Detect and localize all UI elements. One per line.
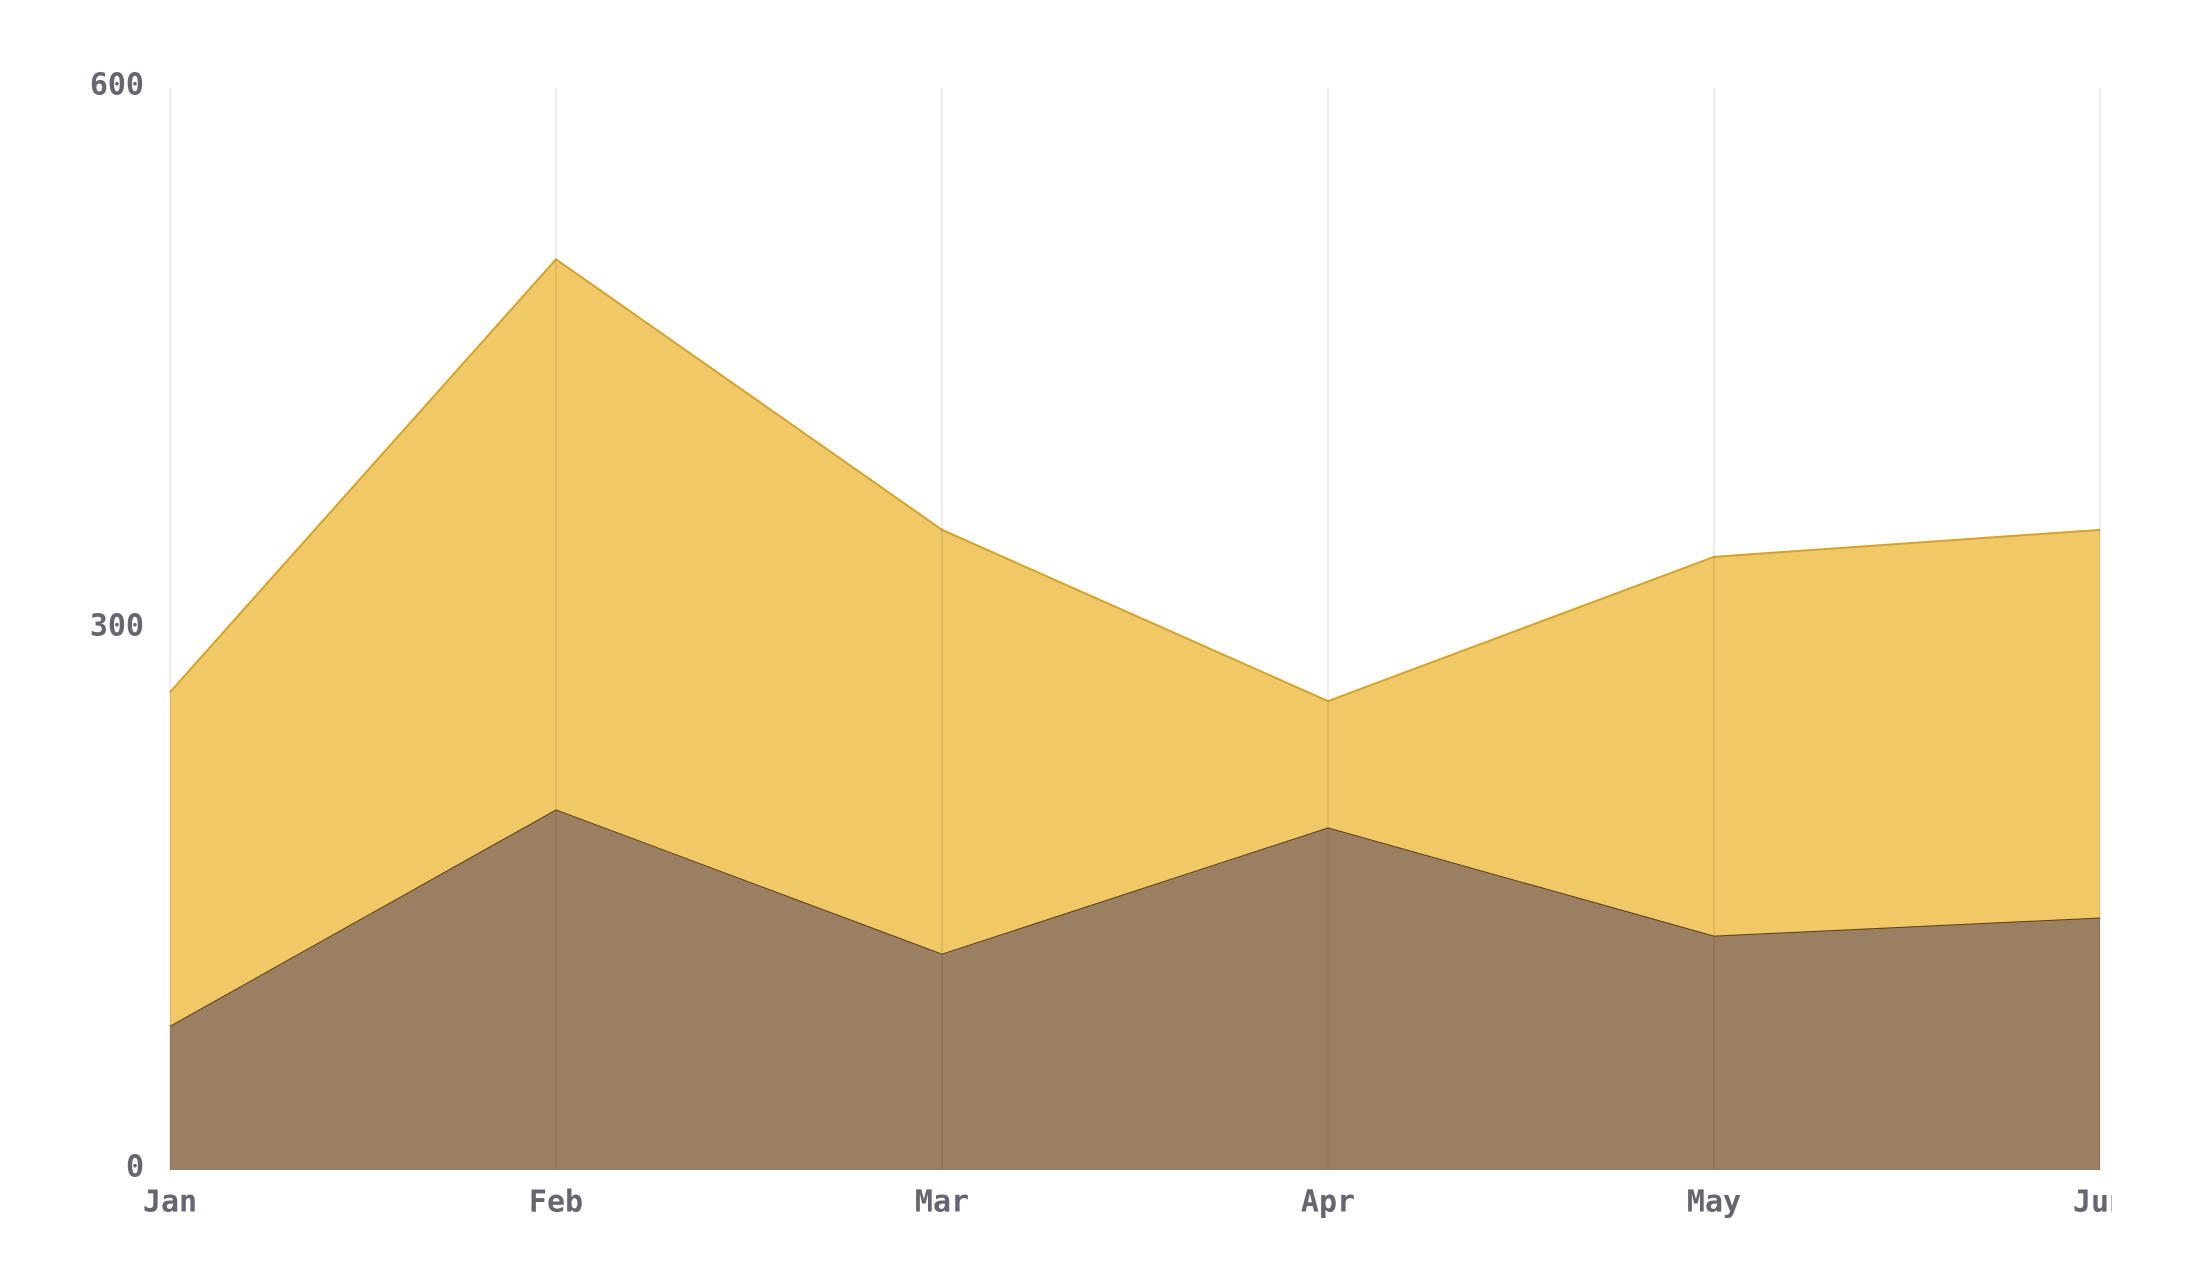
x-tick-label: Mar xyxy=(915,1185,969,1220)
x-tick-label: Feb xyxy=(529,1185,583,1220)
y-tick-label: 300 xyxy=(90,609,144,644)
x-tick-label: Apr xyxy=(1301,1185,1355,1220)
x-tick-label: Jun xyxy=(2073,1185,2127,1220)
x-tick-label: May xyxy=(1687,1185,1741,1220)
area xyxy=(170,809,2100,1170)
area xyxy=(170,259,2100,1026)
y-tick-label: 0 xyxy=(126,1150,144,1185)
area-line xyxy=(169,257,2101,703)
x-tick-label: Jan xyxy=(143,1185,197,1220)
y-tick-label: 600 xyxy=(90,68,144,103)
